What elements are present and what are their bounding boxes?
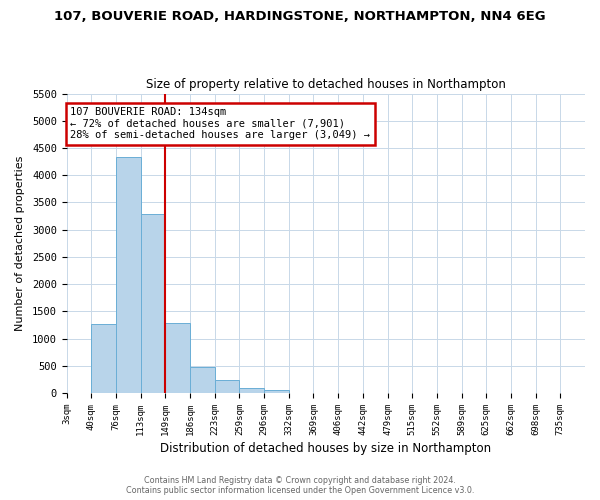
Text: Contains HM Land Registry data © Crown copyright and database right 2024.
Contai: Contains HM Land Registry data © Crown c… <box>126 476 474 495</box>
Text: 107 BOUVERIE ROAD: 134sqm
← 72% of detached houses are smaller (7,901)
28% of se: 107 BOUVERIE ROAD: 134sqm ← 72% of detac… <box>70 107 370 140</box>
Title: Size of property relative to detached houses in Northampton: Size of property relative to detached ho… <box>146 78 506 91</box>
Bar <box>116 156 141 393</box>
Bar <box>141 214 166 393</box>
Y-axis label: Number of detached properties: Number of detached properties <box>15 156 25 331</box>
Bar <box>239 388 264 393</box>
X-axis label: Distribution of detached houses by size in Northampton: Distribution of detached houses by size … <box>160 442 491 455</box>
Text: 107, BOUVERIE ROAD, HARDINGSTONE, NORTHAMPTON, NN4 6EG: 107, BOUVERIE ROAD, HARDINGSTONE, NORTHA… <box>54 10 546 23</box>
Bar <box>166 323 190 393</box>
Bar <box>215 380 239 393</box>
Bar <box>264 390 289 393</box>
Bar <box>91 324 116 393</box>
Bar <box>190 367 215 393</box>
